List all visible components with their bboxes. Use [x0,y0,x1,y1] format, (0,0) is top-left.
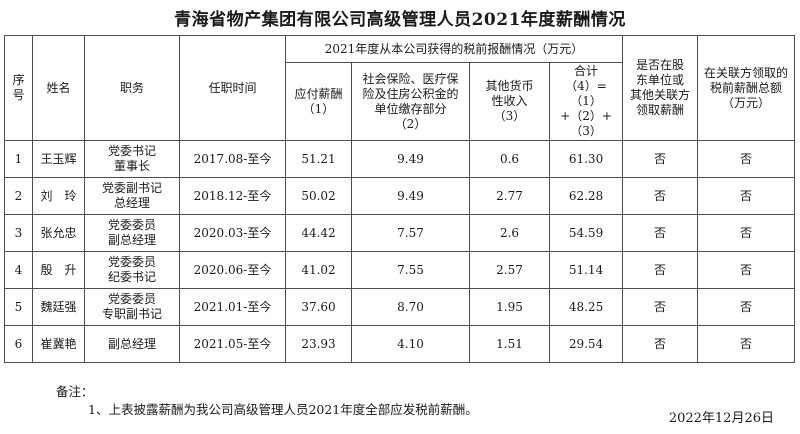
cell-seq: 1 [4,140,33,178]
col-header-seq: 序 号 [4,35,33,141]
note-item-1: 1、上表披露薪酬为我公司高级管理人员2021年度全部应发税前薪酬。 [88,402,478,418]
cell-name: 刘 玲 [32,177,85,215]
cell-related-party: 否 [622,325,699,363]
cell-seq: 3 [4,214,33,252]
table-row: 6 崔冀艳 副总经理 2021.05-至今 23.93 4.10 1.51 29… [4,325,796,363]
cell-total: 48.25 [548,288,624,326]
cell-related-total: 否 [697,214,796,252]
table-row: 3 张允忠 党委委员 副总经理 2020.03-至今 44.42 7.57 2.… [4,214,796,252]
col-header-other-income: 其他货币 性收入 （3） [469,62,550,141]
table-row: 1 王玉辉 党委书记 董事长 2017.08-至今 51.21 9.49 0.6… [4,140,796,178]
cell-related-party: 否 [622,177,699,215]
cell-name: 张允忠 [32,214,85,252]
cell-other-income: 2.57 [469,251,550,289]
cell-position: 党委副书记 总经理 [84,177,180,215]
cell-seq: 4 [4,251,33,289]
cell-related-party: 否 [622,251,699,289]
col-header-name: 姓名 [32,35,85,141]
cell-insurance: 4.10 [351,325,470,363]
cell-seq: 5 [4,288,33,326]
cell-tenure: 2018.12-至今 [179,177,286,215]
cell-other-income: 1.95 [469,288,550,326]
cell-salary: 50.02 [285,177,352,215]
cell-other-income: 1.51 [469,325,550,363]
cell-position: 党委委员 专职副书记 [84,288,180,326]
salary-table: 序 号 姓名 职务 任职时间 2021年度从本公司获得的税前报酬情况（万元） 是… [4,35,796,363]
cell-other-income: 0.6 [469,140,550,178]
document-date: 2022年12月26日 [668,411,774,426]
cell-total: 61.30 [548,140,624,178]
cell-name: 魏廷强 [32,288,85,326]
cell-related-party: 否 [622,214,699,252]
cell-tenure: 2017.08-至今 [179,140,286,178]
notes-section: 备注： 1、上表披露薪酬为我公司高级管理人员2021年度全部应发税前薪酬。 [56,383,800,419]
cell-related-total: 否 [697,177,796,215]
cell-insurance: 7.55 [351,251,470,289]
cell-insurance: 9.49 [351,140,470,178]
cell-salary: 37.60 [285,288,352,326]
cell-name: 殷 升 [32,251,85,289]
cell-name: 王玉辉 [32,140,85,178]
table-row: 5 魏廷强 党委委员 专职副书记 2021.01-至今 37.60 8.70 1… [4,288,796,326]
cell-other-income: 2.77 [469,177,550,215]
header-row-group: 序 号 姓名 职务 任职时间 2021年度从本公司获得的税前报酬情况（万元） 是… [4,35,796,141]
cell-insurance: 9.49 [351,177,470,215]
page-title: 青海省物产集团有限公司高级管理人员2021年度薪酬情况 [174,10,626,30]
cell-tenure: 2020.06-至今 [179,251,286,289]
header-row-sub: 应付薪酬 （1） 社会保险、医疗保 险及住房公积金的 单位缴存部分 （2） 其他… [5,62,795,141]
col-header-tenure: 任职时间 [179,35,286,141]
cell-position: 副总经理 [84,325,180,363]
cell-total: 51.14 [548,251,624,289]
cell-tenure: 2021.01-至今 [179,288,286,326]
cell-insurance: 7.57 [351,214,470,252]
cell-salary: 51.21 [285,140,352,178]
notes-label: 备注： [56,384,94,399]
cell-salary: 41.02 [285,251,352,289]
cell-salary: 44.42 [285,214,352,252]
cell-position: 党委委员 纪委书记 [84,251,180,289]
table-row: 2 刘 玲 党委副书记 总经理 2018.12-至今 50.02 9.49 2.… [4,177,796,215]
cell-total: 62.28 [548,177,624,215]
col-header-insurance: 社会保险、医疗保 险及住房公积金的 单位缴存部分 （2） [351,62,470,141]
cell-related-total: 否 [697,140,796,178]
cell-seq: 2 [4,177,33,215]
cell-related-party: 否 [622,140,699,178]
cell-related-party: 否 [622,288,699,326]
col-header-position: 职务 [84,35,180,141]
cell-other-income: 2.6 [469,214,550,252]
col-header-total: 合计 （4）=（1） +（2）+ （3） [548,62,624,141]
cell-position: 党委书记 董事长 [84,140,180,178]
cell-related-total: 否 [697,288,796,326]
cell-total: 29.54 [548,325,624,363]
cell-tenure: 2020.03-至今 [179,214,286,252]
cell-seq: 6 [4,325,33,363]
cell-tenure: 2021.05-至今 [179,325,286,363]
col-header-salary: 应付薪酬 （1） [285,62,352,141]
cell-salary: 23.93 [285,325,352,363]
cell-insurance: 8.70 [351,288,470,326]
cell-related-total: 否 [697,251,796,289]
col-header-group-pretax: 2021年度从本公司获得的税前报酬情况（万元） [284,35,624,63]
col-header-related-total: 在关联方领取的 税前薪酬总额 （万元） [697,35,796,141]
cell-name: 崔冀艳 [32,325,85,363]
cell-position: 党委委员 副总经理 [84,214,180,252]
cell-total: 54.59 [548,214,624,252]
table-row: 4 殷 升 党委委员 纪委书记 2020.06-至今 41.02 7.55 2.… [4,251,796,289]
cell-related-total: 否 [697,325,796,363]
col-header-related-party: 是否在股 东单位或 其他关联方 领取薪酬 [622,35,699,141]
